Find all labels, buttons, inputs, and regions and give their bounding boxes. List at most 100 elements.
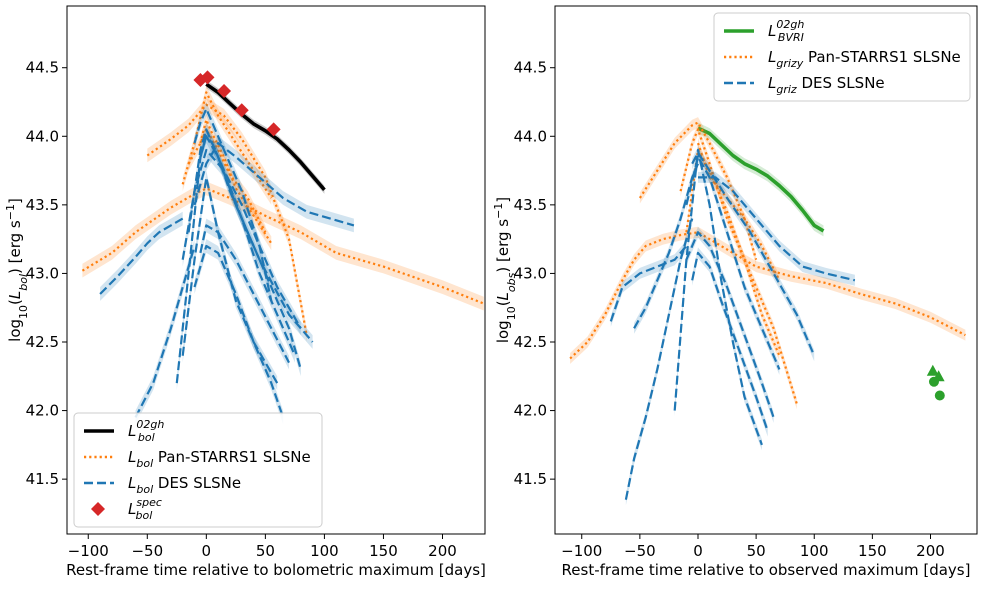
series-line-des-15: DES SLSN j: [134, 245, 196, 418]
series-line-ps1-2: PS1 SLSN b: [638, 121, 758, 260]
legend-diamond-marker: [91, 502, 105, 516]
series-line-des-8: DES SLSN c: [673, 148, 763, 446]
x-tick-label: 150: [858, 542, 887, 560]
legend-symbol: L: [128, 474, 136, 492]
y-tick-label: 44.0: [26, 127, 59, 145]
x-tick-label: 0: [693, 542, 703, 560]
series-band-des-8: [194, 102, 272, 308]
legend-label: Lbol Pan-STARRS1 SLSNe: [128, 448, 311, 470]
y-axis-label-symsub: obs: [505, 272, 518, 292]
y-axis-label-sup: −1: [492, 203, 505, 219]
legend-label: Lgrizy Pan-STARRS1 SLSNe: [768, 48, 961, 70]
series-line-des-10: DES SLSN e: [175, 135, 314, 384]
legend-symbol: L: [768, 74, 776, 92]
legend-frame: [73, 412, 323, 528]
legend-entry: Lbol Pan-STARRS1 SLSNe: [84, 448, 311, 470]
x-tick-label: −100: [68, 542, 109, 560]
legend-symbol: L: [128, 448, 136, 466]
series-band-des-9: [686, 151, 780, 375]
x-tick-label: 100: [310, 542, 339, 560]
y-axis-label-sym: L: [494, 292, 512, 300]
series-line-des-14: DES SLSN i: [609, 245, 688, 322]
series-line-des-6: DES SLSN a: [624, 218, 694, 500]
series-line-des-14: DES SLSN i: [193, 244, 285, 418]
legend-rest: DES SLSNe: [797, 74, 885, 92]
axes-frame: [554, 5, 978, 535]
limit-point-triangle: [932, 370, 945, 382]
series-line-des-13: DES SLSN h: [199, 224, 290, 364]
plot-area: SN 2002gh BVRIPS1 SLSN aPS1 SLSN bPS1 SL…: [569, 117, 966, 506]
legend-rest: DES SLSNe: [153, 474, 241, 492]
series-band-des-9: [188, 122, 301, 377]
x-tick-label: 50: [747, 542, 766, 560]
series-line-ps1-3: PS1 SLSN c: [679, 128, 798, 405]
spec-point-diamond: [217, 84, 232, 99]
legend-entry: Lspec bol: [91, 496, 162, 522]
spec-point-diamond: [234, 103, 249, 118]
spec-point-diamond: [200, 70, 215, 85]
limit-point-triangle: [926, 364, 939, 376]
series-line-02gh-0: SN 2002gh BVRI: [697, 126, 825, 233]
legend-subscript: bol: [136, 457, 153, 470]
y-axis-label-pre: log: [494, 320, 512, 343]
y-axis-label-sub: 10: [17, 305, 30, 319]
y-tick-label: 42.5: [514, 333, 547, 351]
y-axis-label: log10(Lbol) [erg s−1]: [4, 198, 30, 342]
x-tick-label: 200: [428, 542, 457, 560]
legend-entry: L02gh bol: [84, 418, 164, 444]
y-axis-label-post: ) [erg s: [494, 219, 512, 273]
spec-point-diamond: [266, 122, 281, 137]
y-tick-label: 44.5: [514, 59, 547, 77]
legend-symbol: L: [128, 422, 136, 440]
legend-superscript: 02gh: [136, 418, 164, 431]
y-tick-label: 41.5: [26, 470, 59, 488]
y-axis-label-post: ) [erg s: [6, 220, 24, 274]
right-panel: SN 2002gh BVRIPS1 SLSN aPS1 SLSN bPS1 SL…: [492, 5, 978, 579]
series-band-des-12: [194, 136, 354, 233]
x-tick-label: 100: [800, 542, 829, 560]
limit-point-circle: [934, 390, 945, 401]
legend-subscript: BVRI: [778, 31, 804, 44]
y-tick-label: 43.5: [26, 196, 59, 214]
y-tick-label: 43.5: [514, 196, 547, 214]
y-axis-label-mid: (: [6, 299, 24, 305]
y-axis-label-sup: −1: [4, 204, 17, 220]
legend-subscript: bol: [136, 483, 153, 496]
series-line-des-11: DES SLSN f: [698, 176, 856, 282]
x-tick-label: −50: [131, 542, 163, 560]
legend-subscript: griz: [776, 83, 797, 96]
legend-symbol: L: [768, 48, 776, 66]
y-tick-label: 44.0: [514, 127, 547, 145]
legend-rest: Pan-STARRS1 SLSNe: [153, 448, 311, 466]
series-line-des-10: DES SLSN e: [691, 151, 816, 357]
legend-rest: Pan-STARRS1 SLSNe: [803, 48, 961, 66]
legend-label: Lgriz DES SLSNe: [768, 74, 885, 96]
series-band-ps1-5: [698, 137, 780, 286]
legend-subscript: grizy: [776, 57, 803, 70]
series-line-ps1-1: PS1 SLSN a: [146, 103, 308, 336]
legend-subscript: bol: [138, 431, 155, 444]
legend-entry: Lgriz DES SLSNe: [724, 74, 885, 96]
legend-superscript: 02gh: [776, 18, 804, 31]
y-axis-label: log10(Lobs) [erg s−1]: [492, 197, 518, 343]
legend-label: L02gh BVRI: [768, 18, 804, 44]
series-band-des-6: [100, 211, 183, 301]
series-line-des-6: DES SLSN a: [99, 217, 184, 295]
y-tick-label: 43.0: [514, 264, 547, 282]
series-band-des-14: [610, 240, 687, 327]
y-tick-label: 43.0: [26, 264, 59, 282]
legend-symbol: L: [768, 22, 776, 40]
series-band-des-13: [200, 218, 289, 370]
y-axis-label-pre: log: [6, 319, 24, 342]
legend-label: Lspec bol: [128, 496, 162, 522]
y-tick-label: 42.0: [514, 402, 547, 420]
x-tick-label: 200: [916, 542, 945, 560]
x-tick-label: −50: [624, 542, 656, 560]
series-line-des-9: DES SLSN d: [187, 128, 302, 370]
legend-symbol: L: [128, 500, 136, 518]
x-tick-label: 50: [256, 542, 275, 560]
series-line-des-9: DES SLSN d: [685, 155, 781, 370]
x-axis-label: Rest-frame time relative to observed max…: [562, 561, 971, 579]
